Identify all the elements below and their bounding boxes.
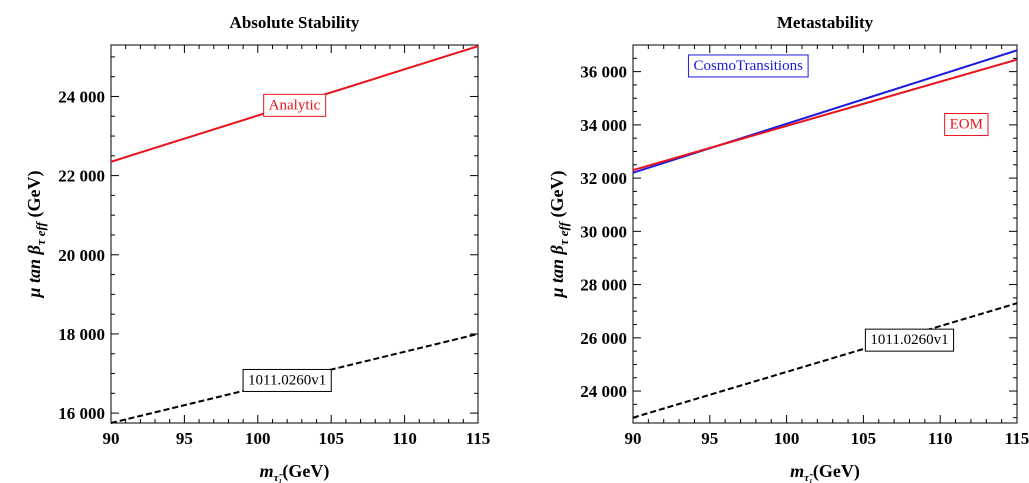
x-tick-label: 115 (1005, 429, 1029, 448)
y-tick-label: 30 000 (580, 222, 627, 241)
chart-panel-1: Absolute Stability 90 95 100 105 110 115 16 000… (24, 13, 490, 483)
annotation-box (687, 54, 809, 78)
x-tick-label: 100 (774, 429, 800, 448)
y-axis-label: μ tan βτ eff (GeV) (24, 171, 48, 299)
annotation-label: EOM (944, 113, 989, 137)
plot-frame (110, 44, 479, 424)
y-tick-label: 24 000 (58, 87, 105, 106)
annotation-box (263, 93, 327, 117)
chart-title: Absolute Stability (230, 13, 360, 32)
x-tick-label: 115 (466, 429, 491, 448)
annotation-text: 1011.0260v1 (248, 372, 326, 388)
x-tick-label: 105 (318, 429, 344, 448)
annotation-box (944, 113, 989, 137)
x-tick-label: 100 (245, 429, 271, 448)
annotation-label: 1011.0260v1 (864, 328, 955, 352)
y-tick-label: 16 000 (58, 404, 105, 423)
annotation-box (242, 368, 332, 392)
y-tick-label: 28 000 (580, 276, 627, 295)
y-axis-label: μ tan βτ eff (GeV) (547, 171, 571, 299)
y-tick-label: 32 000 (580, 169, 627, 188)
x-tick-label: 90 (625, 429, 642, 448)
series-line-eom (632, 58, 1018, 172)
annotation-box (864, 328, 955, 352)
annotation-text: Analytic (269, 97, 321, 113)
chart-title: Metastability (777, 13, 874, 32)
annotation-text: 1011.0260v1 (870, 332, 948, 348)
x-tick-label: 95 (701, 429, 718, 448)
chart-panel-2: Metastability 90 95 100 105 110 115 24 000 26 00… (547, 13, 1029, 483)
y-tick-label: 24 000 (580, 382, 627, 401)
x-tick-label: 110 (928, 429, 953, 448)
y-tick-label: 34 000 (580, 116, 627, 135)
annotation-text: CosmoTransitions (693, 58, 803, 74)
y-tick-label: 18 000 (58, 325, 105, 344)
series-line-1011-0260v1 (632, 302, 1018, 419)
annotation-label: CosmoTransitions (687, 54, 809, 78)
annotation-label: Analytic (263, 93, 327, 117)
annotation-label: 1011.0260v1 (242, 368, 332, 392)
plot-frame (632, 44, 1018, 424)
y-tick-label: 20 000 (58, 246, 105, 265)
y-tick-label: 22 000 (58, 167, 105, 186)
x-tick-label: 95 (176, 429, 193, 448)
x-tick-label: 90 (103, 429, 120, 448)
x-axis-label: mτ̃₁(GeV) (260, 461, 330, 483)
y-tick-label: 26 000 (580, 329, 627, 348)
y-tick-label: 36 000 (580, 63, 627, 82)
x-tick-label: 105 (851, 429, 877, 448)
annotation-text: EOM (950, 117, 983, 133)
x-tick-label: 110 (392, 429, 417, 448)
x-axis-label: mτ̃₁(GeV) (790, 461, 860, 483)
